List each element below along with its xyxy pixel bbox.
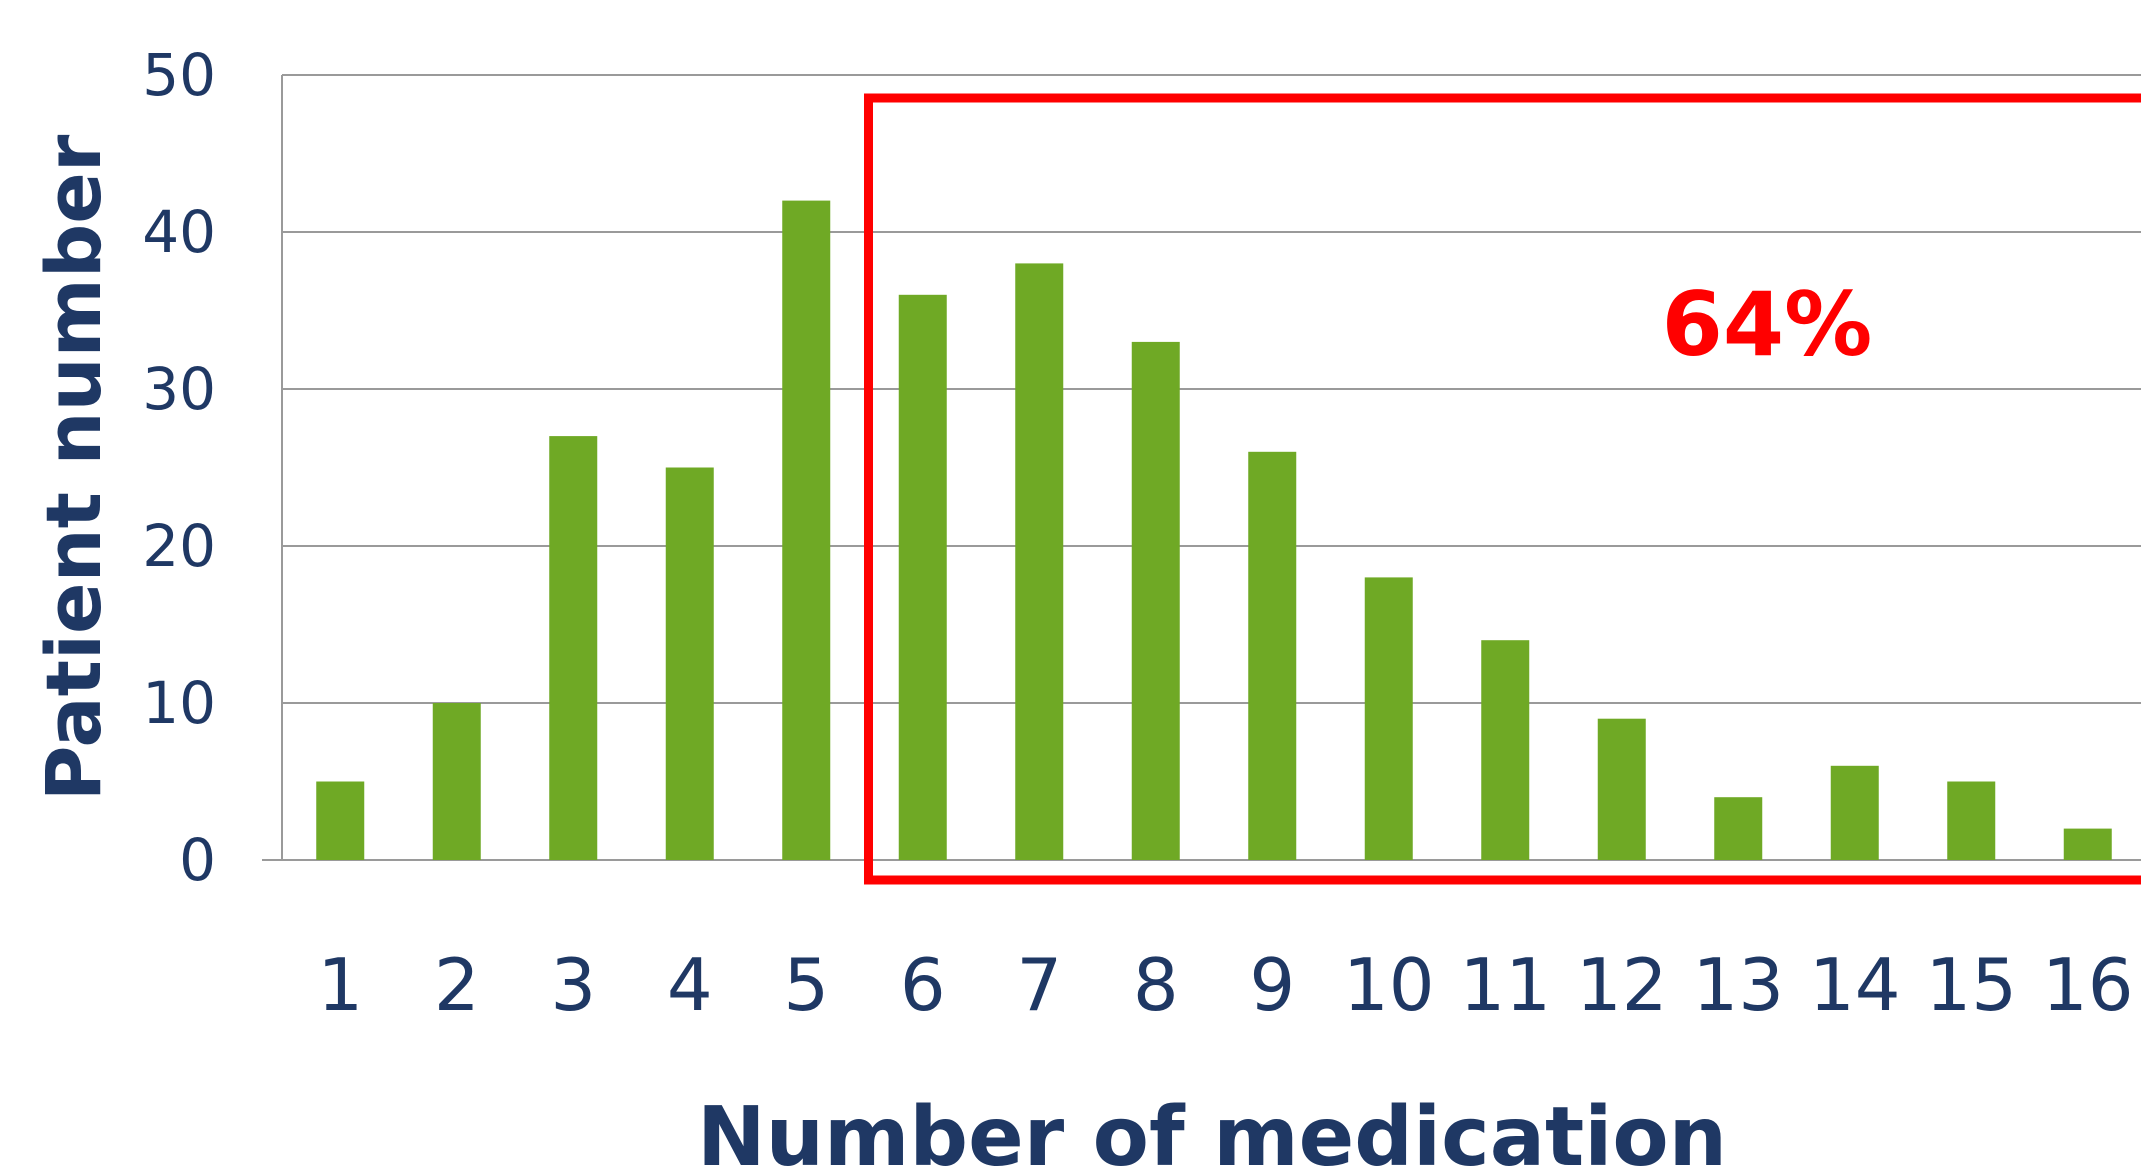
x-tick-label: 12 — [1576, 943, 1668, 1027]
x-tick-label: 7 — [1016, 943, 1062, 1027]
bar-10 — [1364, 577, 1413, 860]
x-tick-label: 1 — [317, 943, 363, 1027]
x-tick-label: 2 — [434, 943, 480, 1027]
x-tick-label: 14 — [1809, 943, 1901, 1027]
y-tick-label: 0 — [179, 826, 216, 894]
x-tick-label: 3 — [550, 943, 596, 1027]
x-tick-label: 16 — [2042, 943, 2134, 1027]
x-tick-label: 6 — [900, 943, 946, 1027]
x-tick-label: 8 — [1133, 943, 1179, 1027]
bar-3 — [549, 436, 598, 860]
bar-13 — [1714, 797, 1763, 860]
bar-4 — [665, 467, 714, 860]
axes — [262, 75, 2141, 861]
x-tick-label: 11 — [1459, 943, 1551, 1027]
y-tick-label: 20 — [142, 512, 216, 580]
highlight-box — [864, 93, 2141, 885]
x-tick-label: 13 — [1692, 943, 1784, 1027]
bar-1 — [316, 781, 365, 860]
y-tick-label: 30 — [142, 355, 216, 423]
bar-9 — [1248, 451, 1297, 860]
y-tick-label: 40 — [142, 198, 216, 266]
x-tick-label: 10 — [1343, 943, 1435, 1027]
bar-12 — [1597, 718, 1646, 860]
bar-7 — [1015, 263, 1064, 860]
bar-14 — [1830, 765, 1879, 860]
bar-5 — [782, 200, 831, 861]
bar-8 — [1131, 341, 1180, 860]
bars — [316, 200, 2112, 861]
bar-15 — [1947, 781, 1996, 860]
x-tick-labels: 1 2 3 4 5 6 7 8 9 10 11 12 13 14 15 16 — [317, 943, 2133, 1027]
x-tick-label: 9 — [1249, 943, 1295, 1027]
bar-2 — [432, 703, 481, 860]
highlight-percentage-label: 64% — [1662, 273, 1873, 376]
bar-16 — [2063, 828, 2112, 860]
y-tick-label: 10 — [142, 669, 216, 737]
highlight-annotation: 64% — [864, 93, 2141, 885]
bar-6 — [898, 294, 947, 860]
x-tick-label: 4 — [667, 943, 713, 1027]
x-axis-title: Number of medication — [697, 1090, 1727, 1174]
y-tick-label: 50 — [142, 41, 216, 109]
y-tick-labels: 0 10 20 30 40 50 — [142, 41, 216, 894]
x-tick-label: 5 — [783, 943, 829, 1027]
bar-11 — [1481, 640, 1530, 860]
x-tick-label: 15 — [1925, 943, 2017, 1027]
y-axis-title: Patient number — [29, 134, 118, 801]
